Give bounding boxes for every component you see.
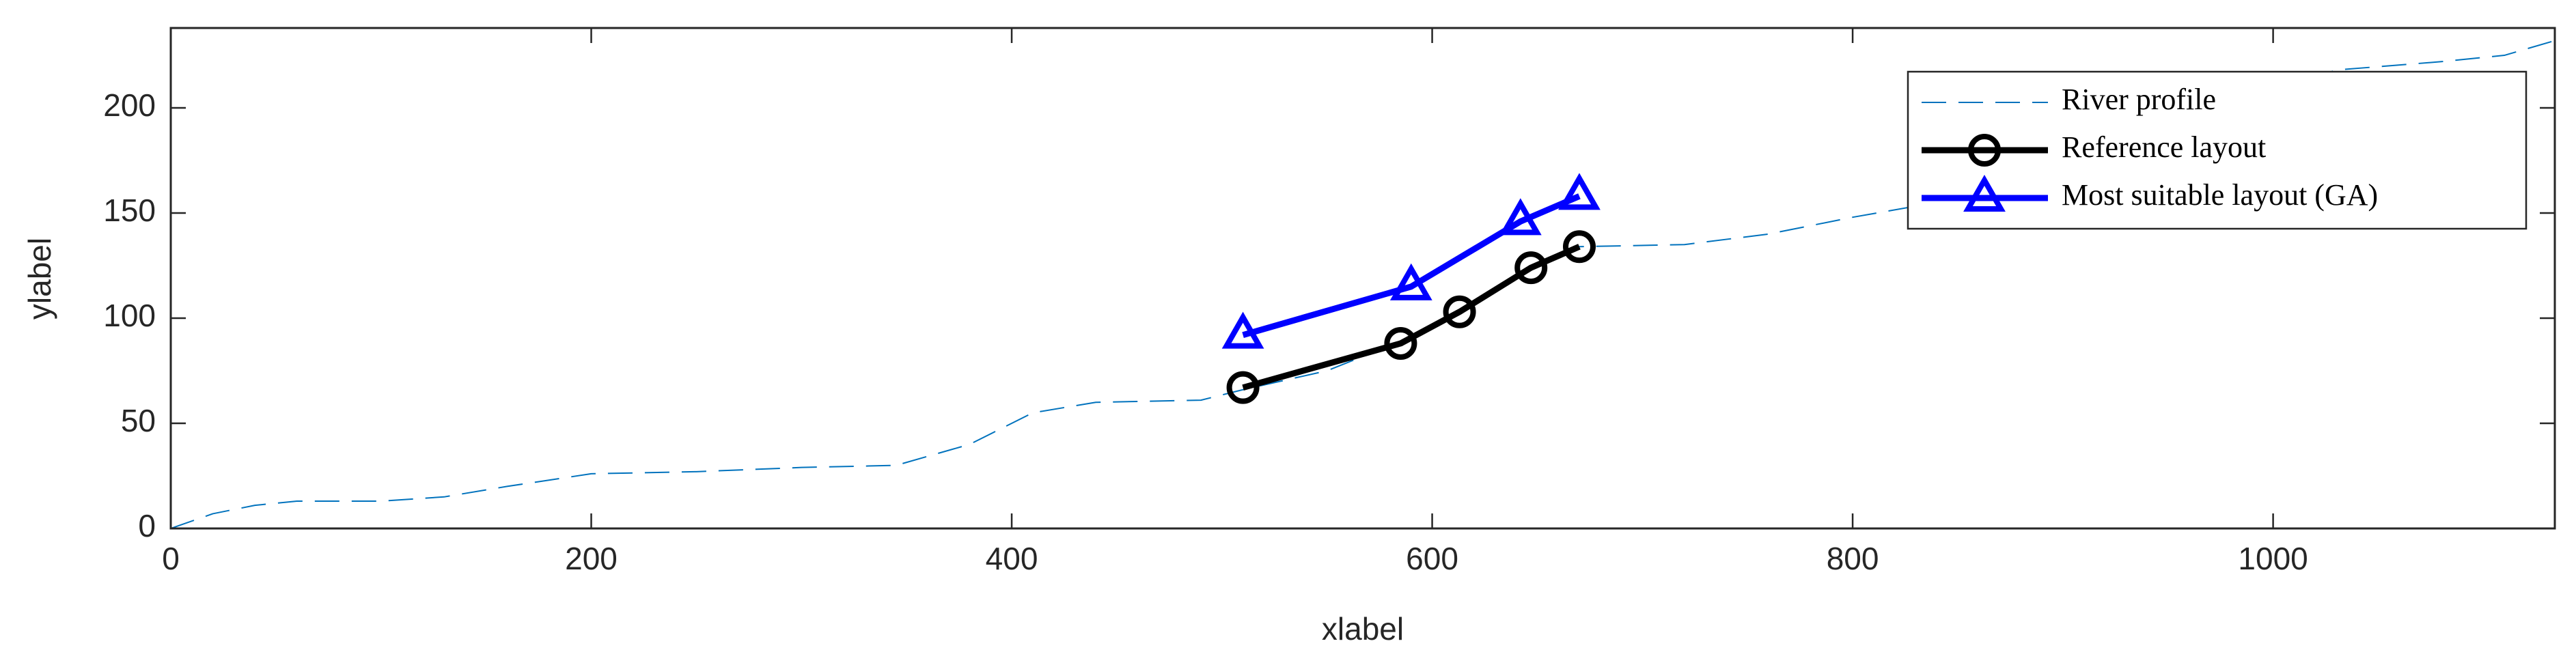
legend-marker <box>1963 174 2006 212</box>
x-tick-label: 400 <box>986 541 1038 576</box>
series-line <box>1242 193 1581 338</box>
y-tick-label: 200 <box>103 87 156 123</box>
marker <box>1226 371 1260 404</box>
y-tick-label: 150 <box>103 193 156 228</box>
series-line <box>1242 244 1581 391</box>
legend-label: Reference layout <box>2062 130 2266 164</box>
x-tick-label: 0 <box>162 541 180 576</box>
marker <box>1562 230 1596 264</box>
marker <box>1384 326 1417 360</box>
x-tick-label: 800 <box>1827 541 1879 576</box>
legend-label: River profile <box>2062 83 2216 116</box>
marker <box>1499 198 1542 236</box>
x-tick-label: 600 <box>1406 541 1458 576</box>
y-tick-label: 100 <box>103 298 156 333</box>
marker <box>1221 311 1264 349</box>
legend-marker <box>1968 134 2001 167</box>
y-axis-label: ylabel <box>22 238 57 320</box>
marker <box>1558 173 1601 210</box>
x-axis-label: xlabel <box>1322 611 1404 647</box>
marker <box>1514 251 1548 285</box>
legend-label: Most suitable layout (GA) <box>2062 178 2378 212</box>
x-tick-label: 1000 <box>2238 541 2308 576</box>
legend: River profile Reference layout Most suitab… <box>1907 70 2527 230</box>
marker <box>1389 263 1432 300</box>
plot-frame <box>169 27 2556 530</box>
marker <box>1443 295 1476 328</box>
x-tick-label: 200 <box>565 541 618 576</box>
y-tick-label: 0 <box>138 508 156 543</box>
y-tick-label: 50 <box>121 403 156 438</box>
